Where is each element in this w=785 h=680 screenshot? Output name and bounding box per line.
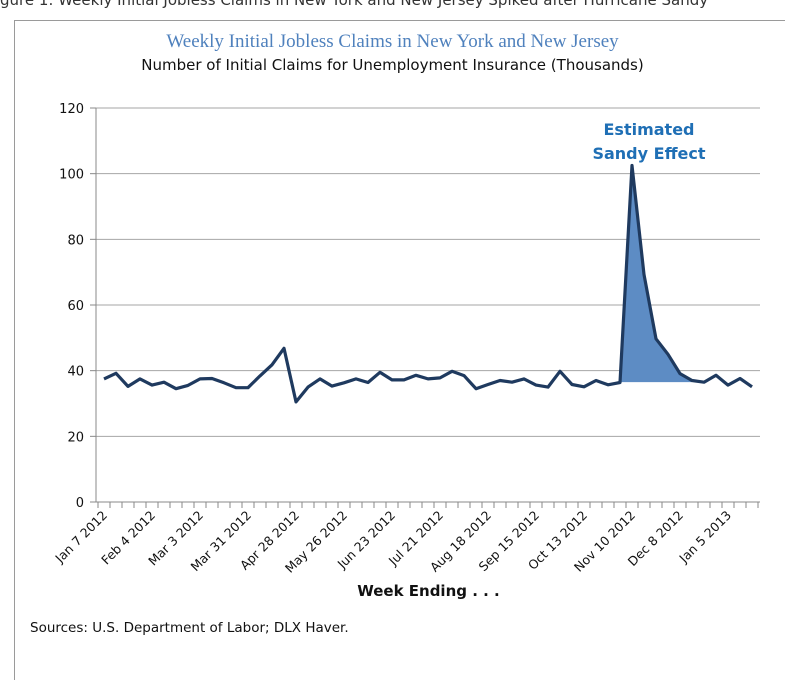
y-tick-label: 80 [67, 233, 84, 248]
y-tick-label: 20 [67, 430, 84, 445]
series-line-layer [103, 163, 753, 404]
chart-frame [14, 20, 785, 680]
source-note: Sources: U.S. Department of Labor; DLX H… [30, 620, 349, 636]
y-tick-label: 0 [76, 496, 84, 511]
chart-subtitle: Number of Initial Claims for Unemploymen… [141, 56, 644, 74]
sandy-effect-fill [620, 165, 692, 383]
chart-title: Weekly Initial Jobless Claims in New Yor… [166, 31, 619, 52]
annotation-line-2: Sandy Effect [592, 144, 706, 163]
y-tick-labels: 0 20 40 60 80 100 120 [59, 102, 84, 511]
x-axis-title: Week Ending . . . [357, 582, 500, 600]
axes [90, 107, 760, 508]
y-tick-label: 120 [59, 102, 84, 117]
y-tick-label: 60 [67, 299, 84, 314]
y-tick-label: 100 [59, 168, 84, 183]
y-tick-label: 40 [67, 365, 84, 380]
sandy-effect-annotation: Estimated Sandy Effect [574, 118, 724, 166]
annotation-line-1: Estimated [603, 120, 695, 139]
figure-caption: gure 1: Weekly Initial Jobless Claims in… [0, 0, 709, 9]
series-line [103, 163, 753, 404]
sandy-effect-area [620, 165, 692, 383]
